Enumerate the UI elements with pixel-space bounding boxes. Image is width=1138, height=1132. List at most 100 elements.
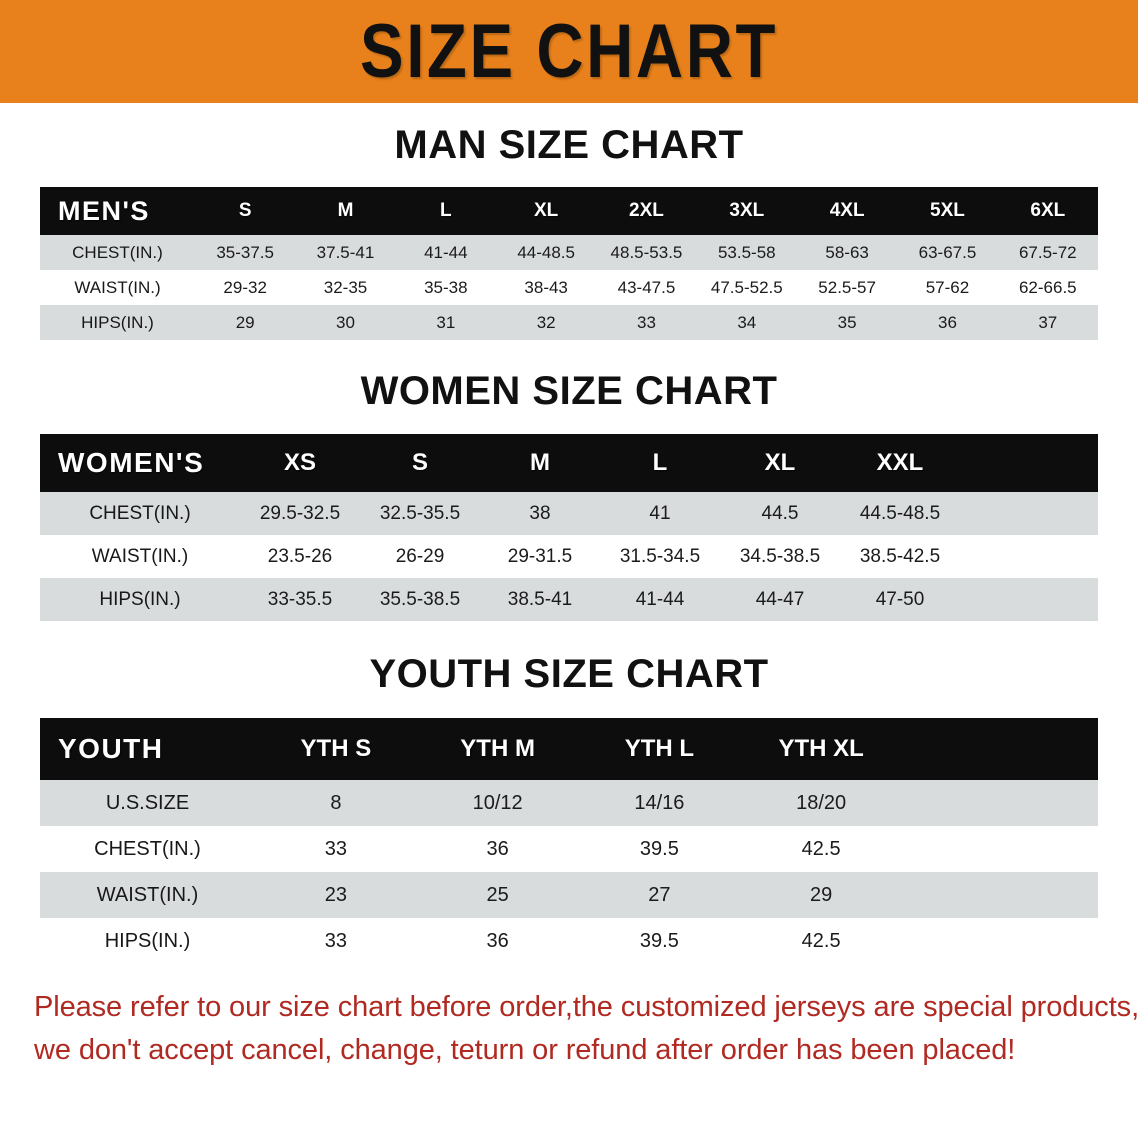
measurement-cell: 41-44 <box>635 588 685 610</box>
table-row: WAIST(IN.) 29-32 32-35 35-38 38-43 43-47.5 47.… <box>40 270 1098 305</box>
measurement-cell: 33 <box>324 929 347 952</box>
table-row: HIPS(IN.) 33-35.5 35.5-38.5 38.5-41 41-44 44-… <box>40 578 1098 621</box>
measurement-cell: 33-35.5 <box>267 588 333 610</box>
measurement-cell: 44.5 <box>761 502 799 524</box>
youth-size-header-yth-m: YTH M <box>460 735 535 762</box>
measurement-cell: 47-50 <box>875 588 925 610</box>
measurement-cell: 58-63 <box>825 242 869 262</box>
man-size-chart-container: MEN'S S M L XL 2XL 3XL 4XL 5XL 6XL CHEST(IN.) 35-… <box>40 187 1098 340</box>
measurement-cell: 27 <box>648 883 671 906</box>
women-size-header-xxl: XXL <box>876 449 924 476</box>
man-size-header-s: S <box>238 200 252 221</box>
table-row: CHEST(IN.) 33 36 39.5 42.5 <box>40 826 1098 872</box>
measurement-cell: 38-43 <box>524 277 568 297</box>
measurement-cell: 29 <box>810 883 833 906</box>
man-table-header: MEN'S S M L XL 2XL 3XL 4XL 5XL 6XL <box>40 187 1098 235</box>
disclaimer-line-2: we don't accept cancel, change, teturn o… <box>34 1033 1016 1066</box>
man-size-header-2xl: 2XL <box>629 200 664 221</box>
row-spacer <box>902 826 1098 872</box>
women-size-chart-container: WOMEN'S XS S M L XL XXL CHEST(IN.) 29.5-32.5 32… <box>40 434 1098 621</box>
youth-corner-label: YOUTH <box>58 733 164 764</box>
page-title: SIZE CHART <box>360 8 778 94</box>
measurement-cell: 37.5-41 <box>316 242 375 262</box>
measurement-cell: 42.5 <box>801 929 841 952</box>
row-spacer <box>902 918 1098 964</box>
youth-size-table: YOUTH YTH S YTH M YTH L YTH XL U.S.SIZE 8 10/… <box>40 718 1098 964</box>
youth-size-chart-container: YOUTH YTH S YTH M YTH L YTH XL U.S.SIZE 8 10/… <box>40 718 1098 964</box>
man-size-header-5xl: 5XL <box>930 200 965 221</box>
measurement-cell: 35-38 <box>424 277 468 297</box>
youth-size-header-yth-xl: YTH XL <box>778 735 864 762</box>
measurement-cell: 31.5-34.5 <box>619 545 701 567</box>
women-size-header-s: S <box>411 449 428 476</box>
measurement-cell: 44-47 <box>755 588 805 610</box>
table-row: CHEST(IN.) 29.5-32.5 32.5-35.5 38 41 44.5 44.5… <box>40 492 1098 535</box>
man-size-header-xl: XL <box>534 200 559 221</box>
youth-row-label: U.S.SIZE <box>105 791 190 814</box>
youth-size-header-yth-l: YTH L <box>624 735 695 762</box>
table-row: HIPS(IN.) 29 30 31 32 33 34 35 36 37 <box>40 305 1098 340</box>
disclaimer-line-1: Please refer to our size chart before or… <box>34 991 1138 1023</box>
measurement-cell: 67.5-72 <box>1018 242 1077 262</box>
women-size-header-xs: XS <box>283 449 316 476</box>
measurement-cell: 29 <box>235 312 255 332</box>
women-size-header-xl: XL <box>764 449 796 476</box>
measurement-cell: 32-35 <box>323 277 368 297</box>
man-table-body: CHEST(IN.) 35-37.5 37.5-41 41-44 44-48.5 48.5… <box>40 235 1098 340</box>
measurement-cell: 18/20 <box>796 791 847 814</box>
table-row: WAIST(IN.) 23 25 27 29 <box>40 872 1098 918</box>
measurement-cell: 35.5-38.5 <box>379 588 461 610</box>
man-size-header-6xl: 6XL <box>1030 200 1066 221</box>
row-spacer <box>960 578 1098 621</box>
measurement-cell: 63-67.5 <box>918 242 977 262</box>
measurement-cell: 34 <box>737 312 757 332</box>
youth-header-row: YOUTH YTH S YTH M YTH L YTH XL <box>40 718 1098 780</box>
measurement-cell: 36 <box>938 312 957 332</box>
man-size-table: MEN'S S M L XL 2XL 3XL 4XL 5XL 6XL CHEST(IN.) 35-… <box>40 187 1098 340</box>
women-size-header-m: M <box>530 449 550 476</box>
measurement-cell: 14/16 <box>634 791 685 814</box>
women-table-body: CHEST(IN.) 29.5-32.5 32.5-35.5 38 41 44.5 44.5… <box>40 492 1098 621</box>
man-row-label: HIPS(IN.) <box>81 312 154 332</box>
women-table-header: WOMEN'S XS S M L XL XXL <box>40 434 1098 492</box>
measurement-cell: 26-29 <box>395 545 445 567</box>
row-spacer <box>960 492 1098 535</box>
table-row: U.S.SIZE 8 10/12 14/16 18/20 <box>40 780 1098 826</box>
man-header-row: MEN'S S M L XL 2XL 3XL 4XL 5XL 6XL <box>40 187 1098 235</box>
youth-row-label: CHEST(IN.) <box>94 837 201 860</box>
measurement-cell: 48.5-53.5 <box>610 242 683 262</box>
measurement-cell: 8 <box>330 791 342 814</box>
youth-row-label: HIPS(IN.) <box>104 929 191 952</box>
measurement-cell: 25 <box>486 883 509 906</box>
youth-size-header-yth-s: YTH S <box>300 735 372 762</box>
table-row: CHEST(IN.) 35-37.5 37.5-41 41-44 44-48.5 48.5… <box>40 235 1098 270</box>
measurement-cell: 29-32 <box>223 277 267 297</box>
measurement-cell: 33 <box>324 837 347 860</box>
man-row-label: WAIST(IN.) <box>74 277 161 297</box>
women-corner-label: WOMEN'S <box>58 447 205 478</box>
measurement-cell: 53.5-58 <box>717 242 776 262</box>
measurement-cell: 47.5-52.5 <box>710 277 783 297</box>
youth-row-label: WAIST(IN.) <box>96 883 199 906</box>
women-header-row: WOMEN'S XS S M L XL XXL <box>40 434 1098 492</box>
measurement-cell: 52.5-57 <box>818 277 876 297</box>
youth-header-spacer <box>902 718 1098 780</box>
measurement-cell: 44-48.5 <box>517 242 575 262</box>
measurement-cell: 42.5 <box>801 837 841 860</box>
measurement-cell: 41-44 <box>424 242 468 262</box>
youth-section-title: YOUTH SIZE CHART <box>369 652 769 696</box>
table-row: HIPS(IN.) 33 36 39.5 42.5 <box>40 918 1098 964</box>
women-size-table: WOMEN'S XS S M L XL XXL CHEST(IN.) 29.5-32.5 32… <box>40 434 1098 621</box>
measurement-cell: 38.5-42.5 <box>859 545 941 567</box>
measurement-cell: 43-47.5 <box>617 277 676 297</box>
measurement-cell: 38.5-41 <box>507 588 573 610</box>
man-size-header-3xl: 3XL <box>729 200 765 221</box>
measurement-cell: 34.5-38.5 <box>739 545 821 567</box>
measurement-cell: 29-31.5 <box>507 545 573 567</box>
row-spacer <box>902 872 1098 918</box>
measurement-cell: 32 <box>536 312 556 332</box>
measurement-cell: 38 <box>529 502 551 524</box>
man-size-header-4xl: 4XL <box>829 200 865 221</box>
man-row-label: CHEST(IN.) <box>72 242 163 262</box>
measurement-cell: 29.5-32.5 <box>259 502 341 524</box>
